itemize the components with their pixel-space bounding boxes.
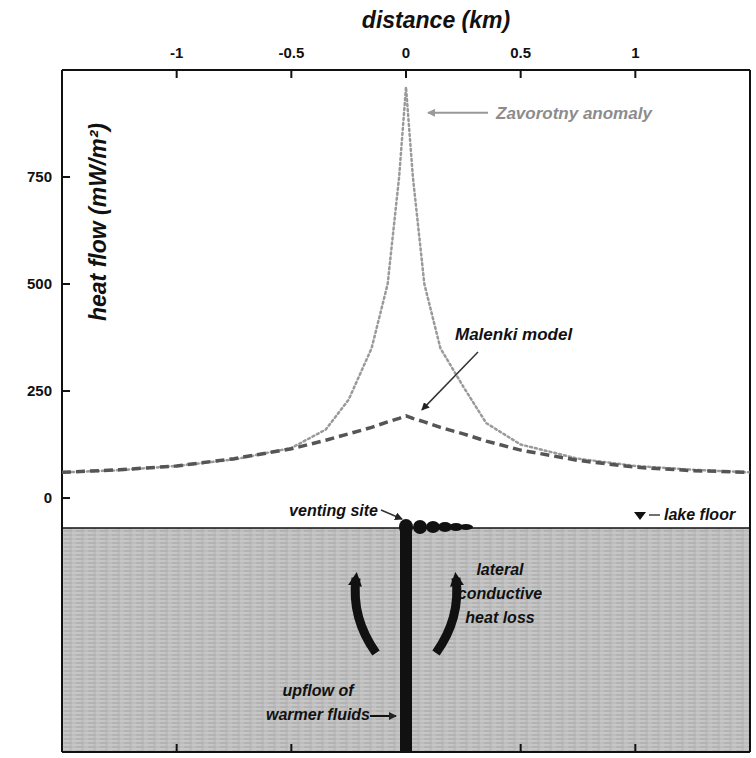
- chart: -1 -0.5 0 0.5 1 0 250 500 750 distance (km) heat f…: [0, 0, 756, 758]
- x-tick: [520, 744, 522, 752]
- vent-mound: [426, 521, 440, 533]
- x-tick-label: 0: [402, 44, 410, 61]
- x-tick: [405, 70, 407, 78]
- chart-root: -1 -0.5 0 0.5 1 0 250 500 750 distance (km) heat f…: [0, 0, 756, 758]
- x-tick: [290, 744, 292, 752]
- x-axis-title: distance (km): [362, 7, 510, 33]
- frame-left: [61, 70, 63, 752]
- y-tick-label: 250: [27, 382, 52, 399]
- annotation: venting site: [289, 502, 378, 519]
- x-tick: [634, 744, 636, 752]
- annotation-line: conductive: [458, 585, 543, 602]
- annotation-arrow: [381, 510, 402, 519]
- x-tick: [176, 70, 178, 78]
- annotation-line: upflow of: [282, 682, 355, 699]
- y-tick: [62, 390, 70, 392]
- x-tick: [634, 70, 636, 78]
- x-tick: [290, 70, 292, 78]
- y-tick-label: 0: [44, 489, 52, 506]
- vent-mound: [399, 519, 413, 535]
- label-arrow: [428, 112, 488, 114]
- conduit: [400, 526, 412, 752]
- y-tick: [62, 176, 70, 178]
- annotation-arrow: [370, 715, 396, 717]
- y-tick-label: 750: [27, 168, 52, 185]
- annotation: upflow of warmer fluids: [266, 682, 370, 723]
- y-tick: [62, 283, 70, 285]
- vent-mound: [459, 524, 473, 530]
- heat-arrow: [355, 578, 376, 653]
- y-axis-title: heat flow (mW/m²): [85, 123, 111, 321]
- series-line: [62, 87, 750, 472]
- x-tick-label: 1: [631, 44, 639, 61]
- vent-mound: [413, 520, 427, 534]
- heat-arrow: [436, 578, 457, 653]
- series-line: [62, 416, 750, 473]
- x-tick-label: 0.5: [510, 44, 531, 61]
- label-arrow: [422, 352, 478, 410]
- annotation-line: warmer fluids: [266, 706, 370, 723]
- series-label: Zavorotny anomaly: [495, 104, 653, 123]
- annotation-line: heat loss: [465, 609, 534, 626]
- x-tick: [176, 744, 178, 752]
- y-tick: [62, 497, 70, 499]
- annotation: lake floor: [664, 506, 736, 523]
- x-tick-label: -1: [170, 44, 183, 61]
- annotation: lateral conductive heat loss: [458, 561, 543, 626]
- x-tick: [405, 744, 407, 752]
- annotation-line: lateral: [476, 561, 524, 578]
- frame-right: [749, 70, 751, 752]
- y-tick-label: 500: [27, 275, 52, 292]
- x-tick: [520, 70, 522, 78]
- lake-floor-marker: [634, 512, 646, 520]
- series-group: [62, 87, 750, 472]
- x-tick-label: -0.5: [278, 44, 304, 61]
- annotation-leader: [649, 514, 660, 515]
- series-label: Malenki model: [455, 325, 573, 344]
